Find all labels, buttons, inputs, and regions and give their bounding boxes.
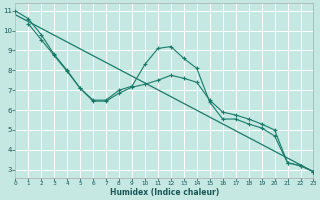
X-axis label: Humidex (Indice chaleur): Humidex (Indice chaleur) (110, 188, 219, 197)
